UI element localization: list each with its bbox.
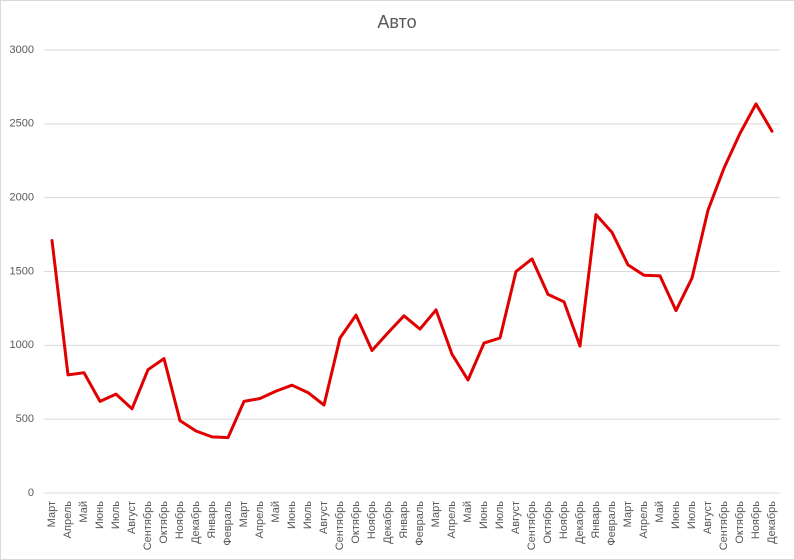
x-tick-label: Июнь <box>670 501 682 529</box>
x-tick-label: Август <box>702 501 714 534</box>
x-tick-label: Январь <box>590 501 602 539</box>
x-tick-label: Октябрь <box>158 501 170 544</box>
x-tick-label: Ноябрь <box>366 501 378 539</box>
x-tick-label: Июнь <box>94 501 106 529</box>
y-tick-label: 3000 <box>10 44 34 56</box>
y-tick-label: 2000 <box>10 192 34 204</box>
x-tick-label: Май <box>462 501 474 523</box>
y-tick-label: 1500 <box>10 265 34 277</box>
y-tick-label: 500 <box>16 413 34 425</box>
x-tick-label: Декабрь <box>190 501 202 544</box>
x-tick-label: Февраль <box>222 501 234 546</box>
x-tick-label: Октябрь <box>350 501 362 544</box>
chart-title: Авто <box>377 12 416 32</box>
x-tick-label: Март <box>46 501 58 527</box>
x-tick-label: Апрель <box>446 501 458 539</box>
y-tick-label: 0 <box>28 487 34 499</box>
data-line <box>50 102 774 440</box>
x-tick-label: Декабрь <box>382 501 394 544</box>
x-tick-label: Август <box>510 501 522 534</box>
x-tick-label: Июль <box>110 501 122 529</box>
x-tick-label: Сентябрь <box>718 501 730 551</box>
x-tick-label: Январь <box>398 501 410 539</box>
x-tick-label: Декабрь <box>766 501 778 544</box>
x-tick-label: Октябрь <box>734 501 746 544</box>
x-tick-label: Июль <box>494 501 506 529</box>
x-tick-label: Ноябрь <box>558 501 570 539</box>
x-tick-label: Май <box>270 501 282 523</box>
x-tick-label: Апрель <box>62 501 74 539</box>
x-tick-label: Октябрь <box>542 501 554 544</box>
x-tick-label: Март <box>238 501 250 527</box>
x-tick-label: Март <box>622 501 634 527</box>
y-tick-label: 2500 <box>10 118 34 130</box>
x-tick-label: Август <box>318 501 330 534</box>
x-tick-label: Апрель <box>638 501 650 539</box>
x-tick-label: Январь <box>206 501 218 539</box>
x-tick-label: Июль <box>302 501 314 529</box>
x-tick-label: Май <box>654 501 666 523</box>
x-tick-label: Февраль <box>414 501 426 546</box>
x-tick-label: Декабрь <box>574 501 586 544</box>
x-tick-label: Сентябрь <box>142 501 154 551</box>
x-tick-label: Август <box>126 501 138 534</box>
x-tick-label: Сентябрь <box>526 501 538 551</box>
y-tick-label: 1000 <box>10 339 34 351</box>
x-tick-label: Июнь <box>478 501 490 529</box>
x-tick-label: Февраль <box>606 501 618 546</box>
x-tick-label: Март <box>430 501 442 527</box>
x-tick-label: Ноябрь <box>750 501 762 539</box>
x-tick-label: Апрель <box>254 501 266 539</box>
x-tick-label: Июль <box>686 501 698 529</box>
x-tick-label: Май <box>78 501 90 523</box>
x-tick-label: Июнь <box>286 501 298 529</box>
x-tick-label: Ноябрь <box>174 501 186 539</box>
x-tick-label: Сентябрь <box>334 501 346 551</box>
